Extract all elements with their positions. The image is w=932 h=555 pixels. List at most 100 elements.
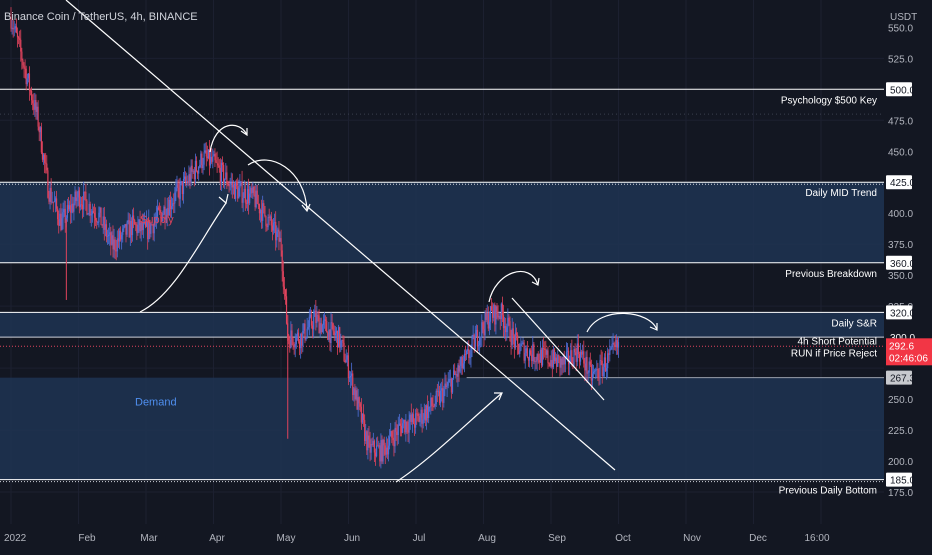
candle bbox=[499, 316, 501, 320]
candle bbox=[394, 427, 396, 447]
candle bbox=[195, 160, 198, 171]
candle bbox=[554, 357, 557, 362]
candle bbox=[193, 170, 195, 180]
candle bbox=[426, 405, 429, 419]
candle bbox=[609, 349, 611, 355]
candle bbox=[346, 355, 348, 360]
candle bbox=[243, 188, 245, 199]
candle bbox=[241, 181, 243, 203]
candle bbox=[202, 164, 204, 169]
candle bbox=[187, 181, 189, 183]
candle bbox=[318, 315, 320, 334]
candle bbox=[431, 397, 433, 406]
candle bbox=[498, 316, 500, 318]
candle bbox=[265, 216, 267, 227]
price-axis[interactable]: 550.0525.0475.0450.0400.0375.0350.0325.0… bbox=[886, 23, 932, 499]
candle bbox=[110, 232, 112, 245]
candle bbox=[15, 26, 18, 33]
candle bbox=[224, 178, 226, 183]
candle bbox=[91, 211, 93, 215]
candle bbox=[383, 439, 385, 446]
zone-daily-s-r bbox=[0, 312, 884, 338]
candle bbox=[76, 197, 78, 201]
level-price-tag-bg bbox=[886, 82, 912, 97]
candle bbox=[168, 200, 170, 216]
candle bbox=[297, 332, 300, 342]
candle bbox=[186, 181, 188, 182]
candle bbox=[551, 359, 553, 368]
candle bbox=[281, 250, 283, 272]
candle bbox=[497, 314, 499, 318]
candle bbox=[218, 165, 220, 168]
candle bbox=[126, 222, 128, 235]
candle bbox=[512, 328, 514, 336]
candle bbox=[157, 207, 160, 210]
candle bbox=[472, 334, 474, 338]
level-price-tag: 425.0 bbox=[890, 178, 915, 189]
candle bbox=[423, 409, 425, 420]
candle bbox=[180, 181, 182, 183]
candle bbox=[356, 390, 358, 410]
candle bbox=[410, 414, 412, 422]
candle bbox=[331, 322, 333, 324]
candle bbox=[164, 206, 166, 220]
candle bbox=[467, 349, 469, 352]
candle bbox=[537, 354, 539, 361]
level-price-tag-bg bbox=[886, 472, 912, 487]
candle bbox=[144, 221, 147, 227]
arrow-curve-apr bbox=[209, 124, 248, 153]
candle bbox=[301, 333, 303, 346]
candle bbox=[53, 201, 55, 203]
candle bbox=[456, 374, 458, 377]
candle bbox=[533, 344, 535, 362]
candle bbox=[41, 152, 44, 160]
candle bbox=[617, 342, 620, 348]
time-axis-panel[interactable] bbox=[0, 524, 932, 550]
candle bbox=[200, 153, 202, 165]
candle bbox=[161, 212, 163, 221]
price-label-267-bg bbox=[886, 370, 912, 385]
candle bbox=[28, 73, 31, 91]
candle bbox=[259, 209, 262, 214]
candle bbox=[26, 78, 28, 85]
time-tick-label: Apr bbox=[209, 533, 225, 544]
candle bbox=[517, 335, 519, 344]
candle bbox=[231, 182, 233, 188]
candle bbox=[182, 178, 185, 195]
candle bbox=[250, 188, 252, 194]
candle bbox=[73, 203, 75, 212]
candle bbox=[63, 208, 65, 213]
candle bbox=[370, 444, 372, 453]
candle bbox=[327, 332, 329, 340]
candle bbox=[196, 170, 199, 174]
candle bbox=[172, 203, 174, 207]
candle bbox=[446, 385, 448, 387]
candle bbox=[185, 176, 187, 182]
candle bbox=[159, 209, 161, 211]
time-tick-label: Jul bbox=[413, 533, 426, 544]
candle bbox=[332, 323, 334, 332]
time-tick-label: Dec bbox=[749, 533, 767, 544]
candle bbox=[262, 203, 264, 221]
candle bbox=[480, 336, 482, 338]
candle bbox=[396, 431, 398, 436]
time-axis[interactable]: 2022 Feb Mar Apr May Jun Jul Aug Sep Oct Nov Dec 16:… bbox=[4, 533, 830, 544]
candle bbox=[415, 413, 417, 428]
candle bbox=[75, 191, 77, 201]
candle bbox=[29, 90, 32, 92]
candle bbox=[439, 390, 442, 403]
candle bbox=[562, 356, 564, 365]
candle bbox=[146, 221, 148, 227]
candle bbox=[348, 377, 351, 379]
candle bbox=[360, 406, 362, 423]
candle bbox=[455, 374, 457, 375]
countdown-label: 02:46:06 bbox=[889, 353, 928, 364]
candle bbox=[251, 188, 253, 193]
candle bbox=[539, 349, 541, 363]
candle bbox=[141, 222, 143, 231]
candle bbox=[210, 156, 212, 166]
candle bbox=[362, 413, 365, 421]
candle bbox=[435, 390, 437, 405]
